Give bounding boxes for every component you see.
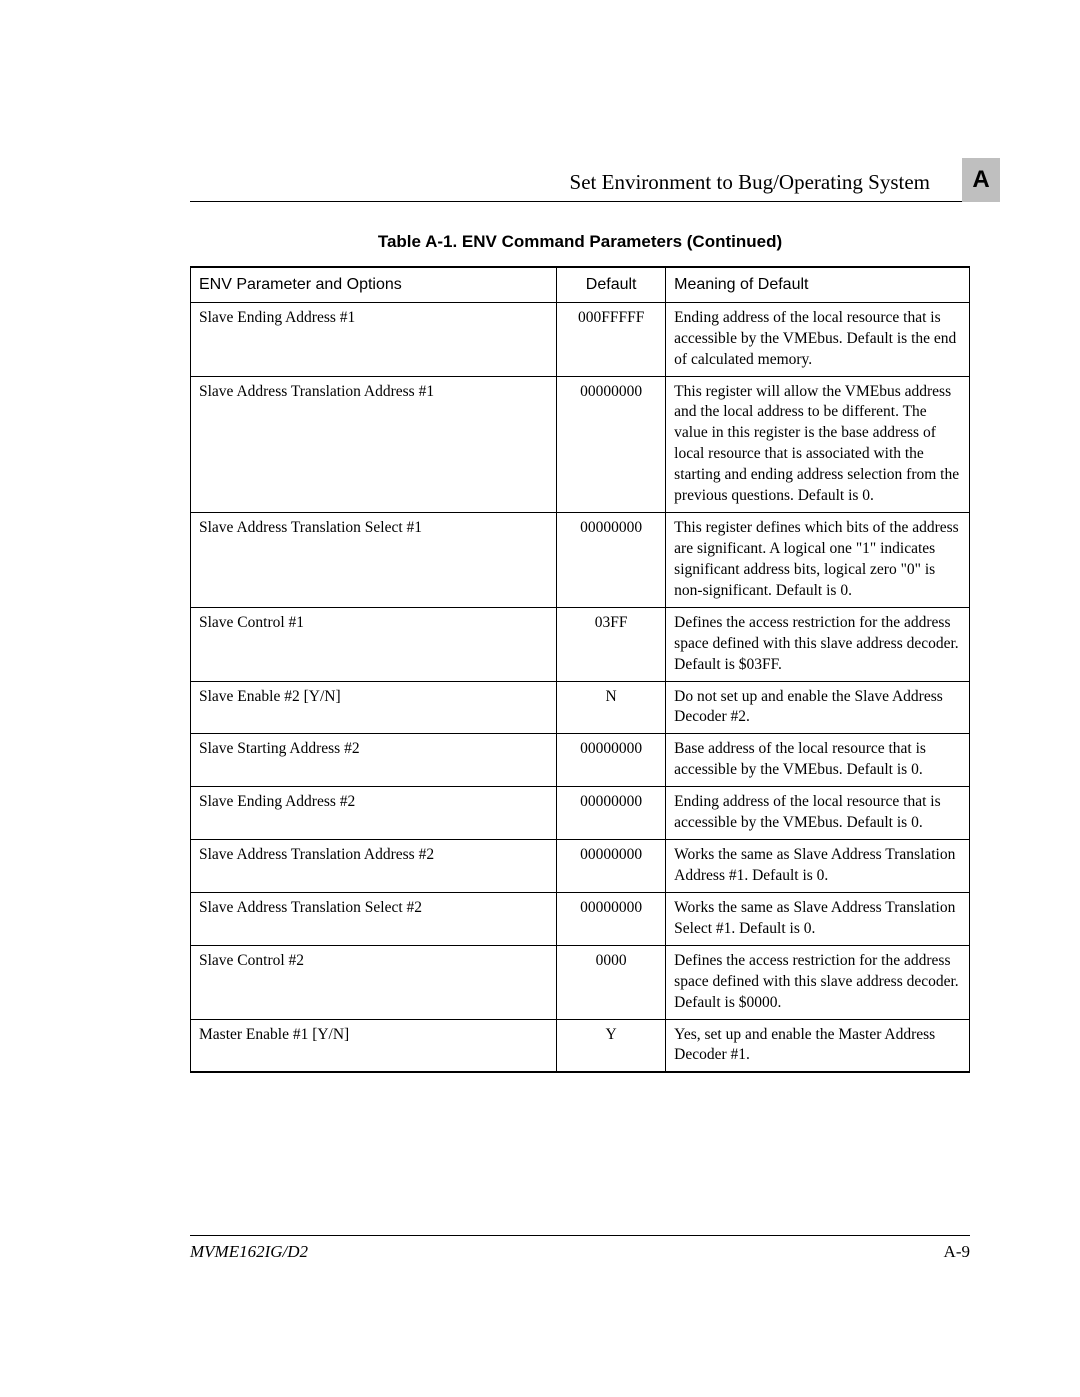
cell-default: 0000 bbox=[557, 945, 666, 1019]
cell-default: 03FF bbox=[557, 607, 666, 681]
cell-meaning: Do not set up and enable the Slave Addre… bbox=[666, 681, 970, 734]
cell-param: Slave Ending Address #1 bbox=[191, 302, 557, 376]
cell-default: 00000000 bbox=[557, 892, 666, 945]
cell-param: Slave Control #2 bbox=[191, 945, 557, 1019]
cell-default: 000FFFFF bbox=[557, 302, 666, 376]
cell-meaning: Works the same as Slave Address Translat… bbox=[666, 840, 970, 893]
table-row: Slave Address Translation Address #1 000… bbox=[191, 376, 970, 513]
section-title: Set Environment to Bug/Operating System bbox=[190, 170, 970, 195]
cell-meaning: This register defines which bits of the … bbox=[666, 513, 970, 608]
header-rule bbox=[190, 201, 970, 202]
cell-param: Master Enable #1 [Y/N] bbox=[191, 1019, 557, 1072]
table-row: Slave Enable #2 [Y/N] N Do not set up an… bbox=[191, 681, 970, 734]
footer-rule bbox=[190, 1235, 970, 1236]
table-row: Slave Control #2 0000 Defines the access… bbox=[191, 945, 970, 1019]
cell-param: Slave Address Translation Select #1 bbox=[191, 513, 557, 608]
page: Set Environment to Bug/Operating System … bbox=[0, 0, 1080, 1397]
cell-meaning: Works the same as Slave Address Translat… bbox=[666, 892, 970, 945]
table-row: Slave Address Translation Select #2 0000… bbox=[191, 892, 970, 945]
cell-meaning: Defines the access restriction for the a… bbox=[666, 607, 970, 681]
cell-param: Slave Address Translation Select #2 bbox=[191, 892, 557, 945]
table-caption: Table A-1. ENV Command Parameters (Conti… bbox=[190, 232, 970, 252]
col-header-default: Default bbox=[557, 267, 666, 302]
cell-meaning: Ending address of the local resource tha… bbox=[666, 787, 970, 840]
env-parameters-table: ENV Parameter and Options Default Meanin… bbox=[190, 266, 970, 1073]
table-row: Slave Ending Address #2 00000000 Ending … bbox=[191, 787, 970, 840]
cell-default: 00000000 bbox=[557, 734, 666, 787]
cell-param: Slave Address Translation Address #1 bbox=[191, 376, 557, 513]
cell-meaning: This register will allow the VMEbus addr… bbox=[666, 376, 970, 513]
footer-doc-id: MVME162IG/D2 bbox=[190, 1242, 308, 1262]
appendix-indicator: A bbox=[962, 158, 1000, 202]
cell-param: Slave Ending Address #2 bbox=[191, 787, 557, 840]
cell-param: Slave Enable #2 [Y/N] bbox=[191, 681, 557, 734]
page-footer: MVME162IG/D2 A-9 bbox=[190, 1235, 970, 1262]
footer-row: MVME162IG/D2 A-9 bbox=[190, 1242, 970, 1262]
cell-meaning: Yes, set up and enable the Master Addres… bbox=[666, 1019, 970, 1072]
cell-meaning: Ending address of the local resource tha… bbox=[666, 302, 970, 376]
col-header-param: ENV Parameter and Options bbox=[191, 267, 557, 302]
table-row: Slave Control #1 03FF Defines the access… bbox=[191, 607, 970, 681]
page-header: Set Environment to Bug/Operating System … bbox=[190, 170, 970, 195]
cell-param: Slave Control #1 bbox=[191, 607, 557, 681]
cell-param: Slave Starting Address #2 bbox=[191, 734, 557, 787]
appendix-letter: A bbox=[972, 166, 989, 194]
cell-default: N bbox=[557, 681, 666, 734]
cell-meaning: Base address of the local resource that … bbox=[666, 734, 970, 787]
cell-default: 00000000 bbox=[557, 376, 666, 513]
cell-meaning: Defines the access restriction for the a… bbox=[666, 945, 970, 1019]
cell-param: Slave Address Translation Address #2 bbox=[191, 840, 557, 893]
table-row: Master Enable #1 [Y/N] Y Yes, set up and… bbox=[191, 1019, 970, 1072]
table-row: Slave Address Translation Select #1 0000… bbox=[191, 513, 970, 608]
cell-default: Y bbox=[557, 1019, 666, 1072]
table-row: Slave Starting Address #2 00000000 Base … bbox=[191, 734, 970, 787]
table-row: Slave Ending Address #1 000FFFFF Ending … bbox=[191, 302, 970, 376]
table-body: Slave Ending Address #1 000FFFFF Ending … bbox=[191, 302, 970, 1072]
cell-default: 00000000 bbox=[557, 513, 666, 608]
col-header-meaning: Meaning of Default bbox=[666, 267, 970, 302]
cell-default: 00000000 bbox=[557, 840, 666, 893]
table-header-row: ENV Parameter and Options Default Meanin… bbox=[191, 267, 970, 302]
footer-page-num: A-9 bbox=[944, 1242, 970, 1262]
table-row: Slave Address Translation Address #2 000… bbox=[191, 840, 970, 893]
cell-default: 00000000 bbox=[557, 787, 666, 840]
